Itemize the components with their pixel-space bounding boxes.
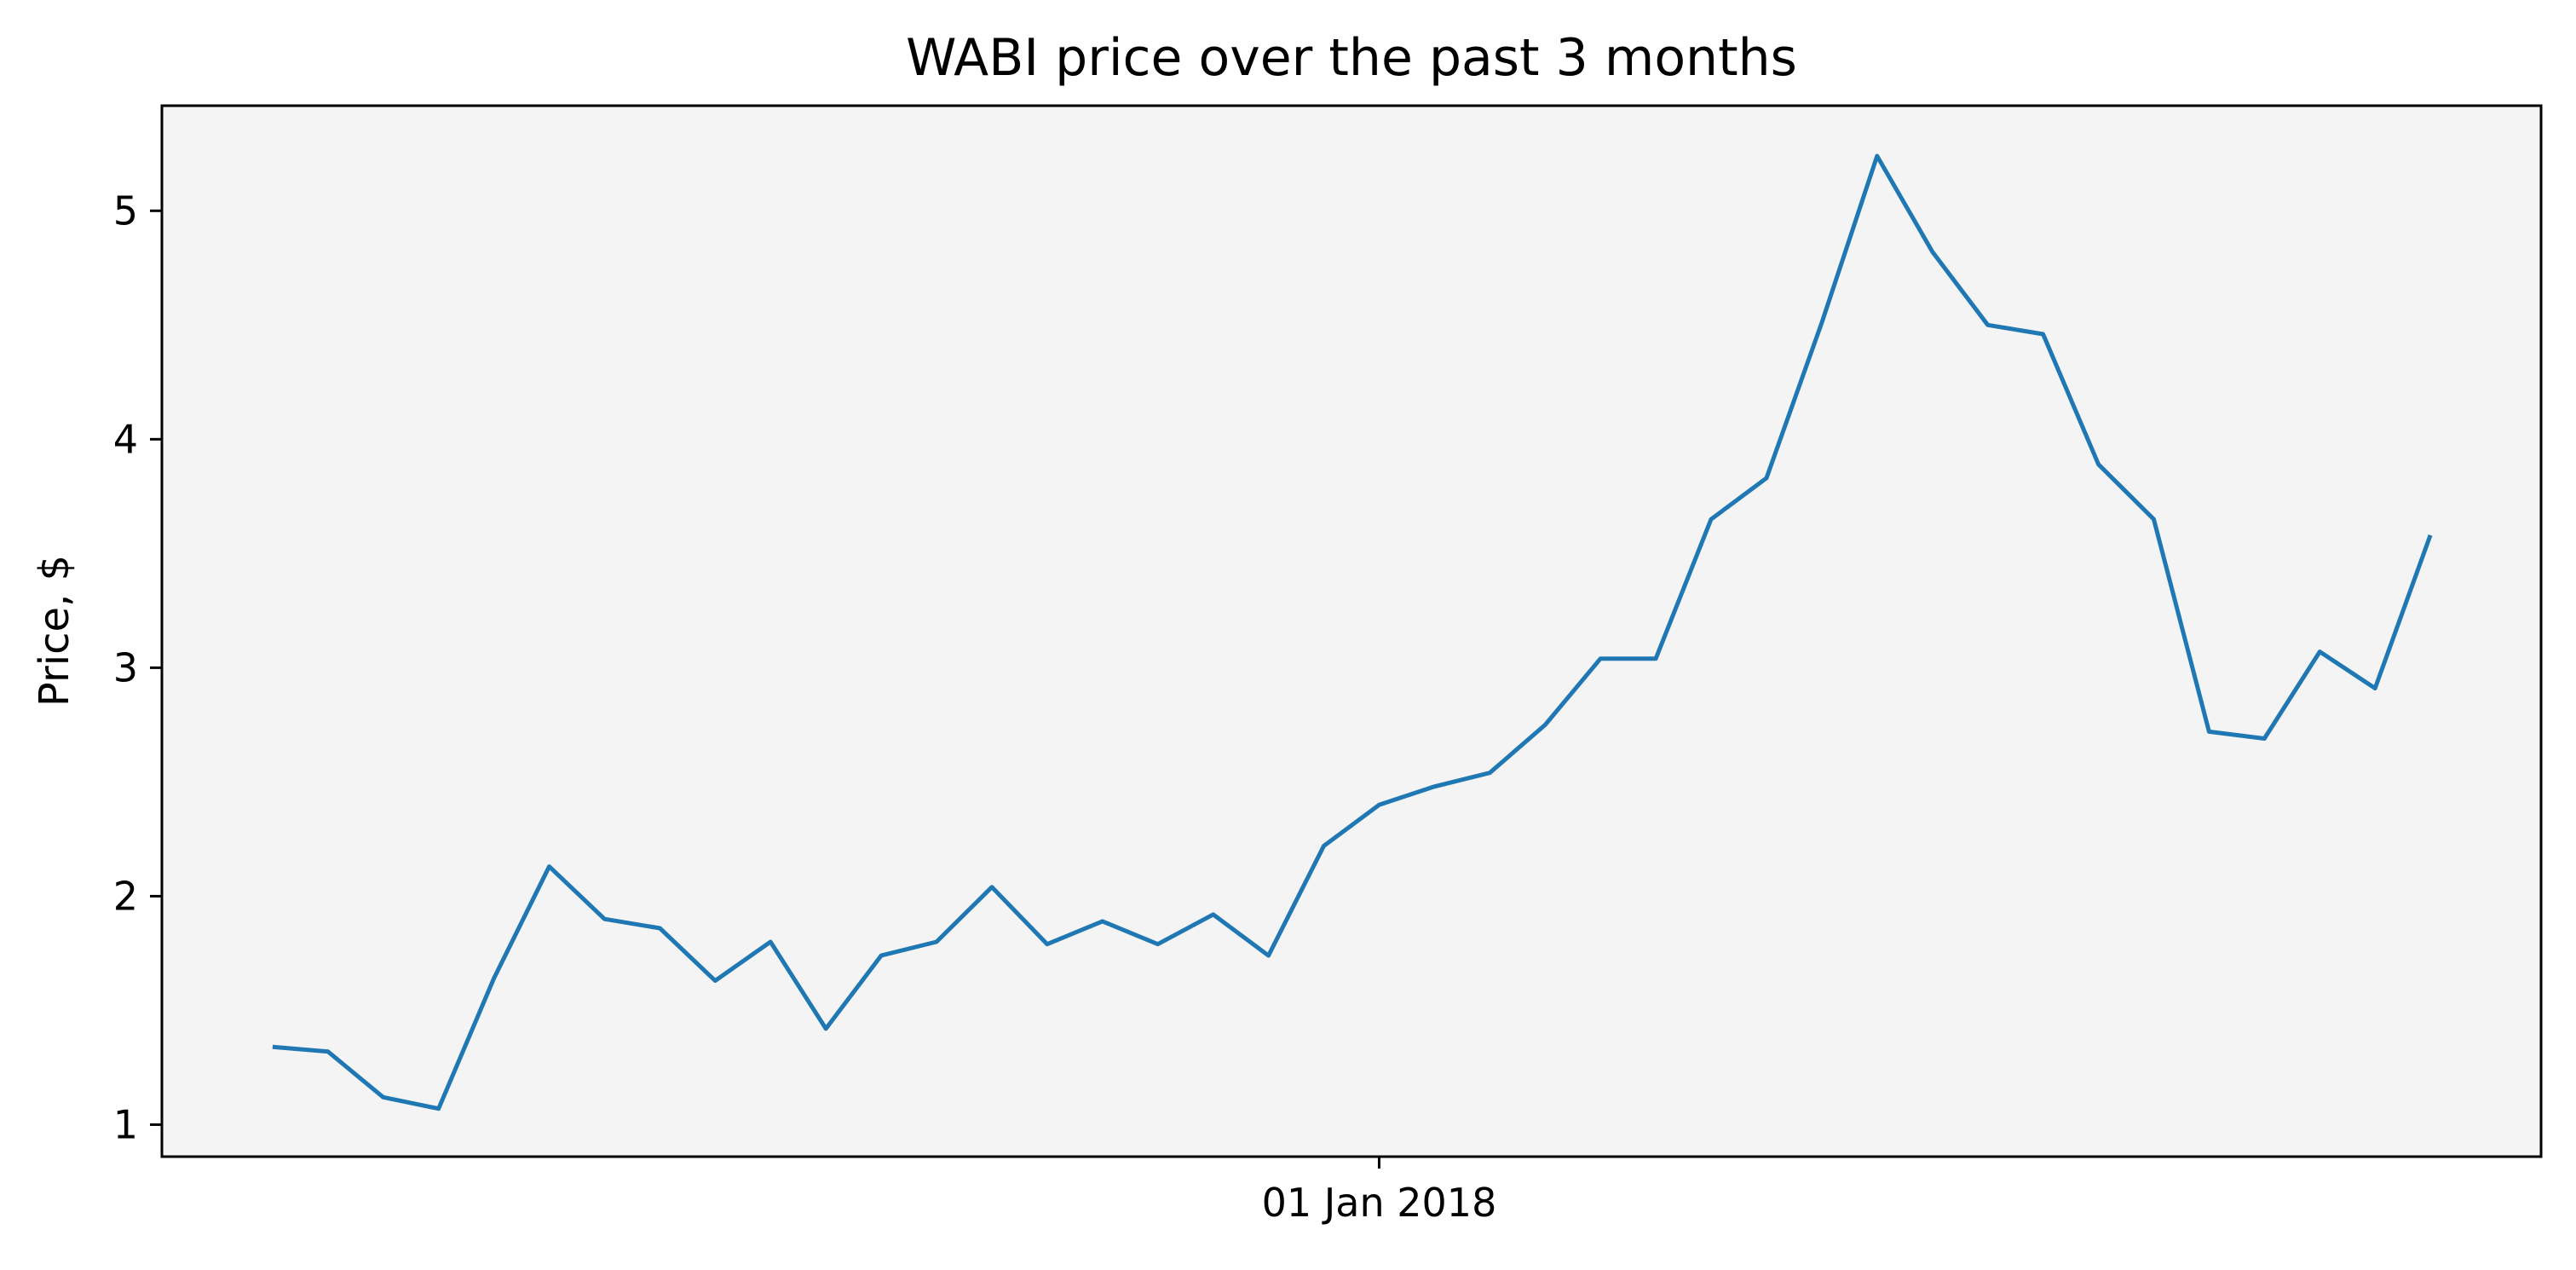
y-tick-label: 1: [113, 1101, 138, 1147]
plot-area-background: [162, 106, 2541, 1157]
y-tick-label: 4: [113, 416, 138, 462]
y-tick-label: 2: [113, 873, 138, 919]
plot-frame: [160, 104, 2543, 1158]
y-axis-label: Price, $: [31, 555, 78, 707]
x-tick-label: 01 Jan 2018: [1262, 1180, 1497, 1226]
x-axis-ticks: 01 Jan 2018: [1262, 1157, 1497, 1226]
series-group: [272, 153, 2433, 1111]
y-tick-label: 3: [113, 644, 138, 690]
price-line: [272, 153, 2433, 1111]
y-tick-label: 5: [113, 188, 138, 234]
chart-title: WABI price over the past 3 months: [906, 28, 1797, 88]
y-axis-ticks: 1 2 3 4 5: [113, 188, 162, 1147]
